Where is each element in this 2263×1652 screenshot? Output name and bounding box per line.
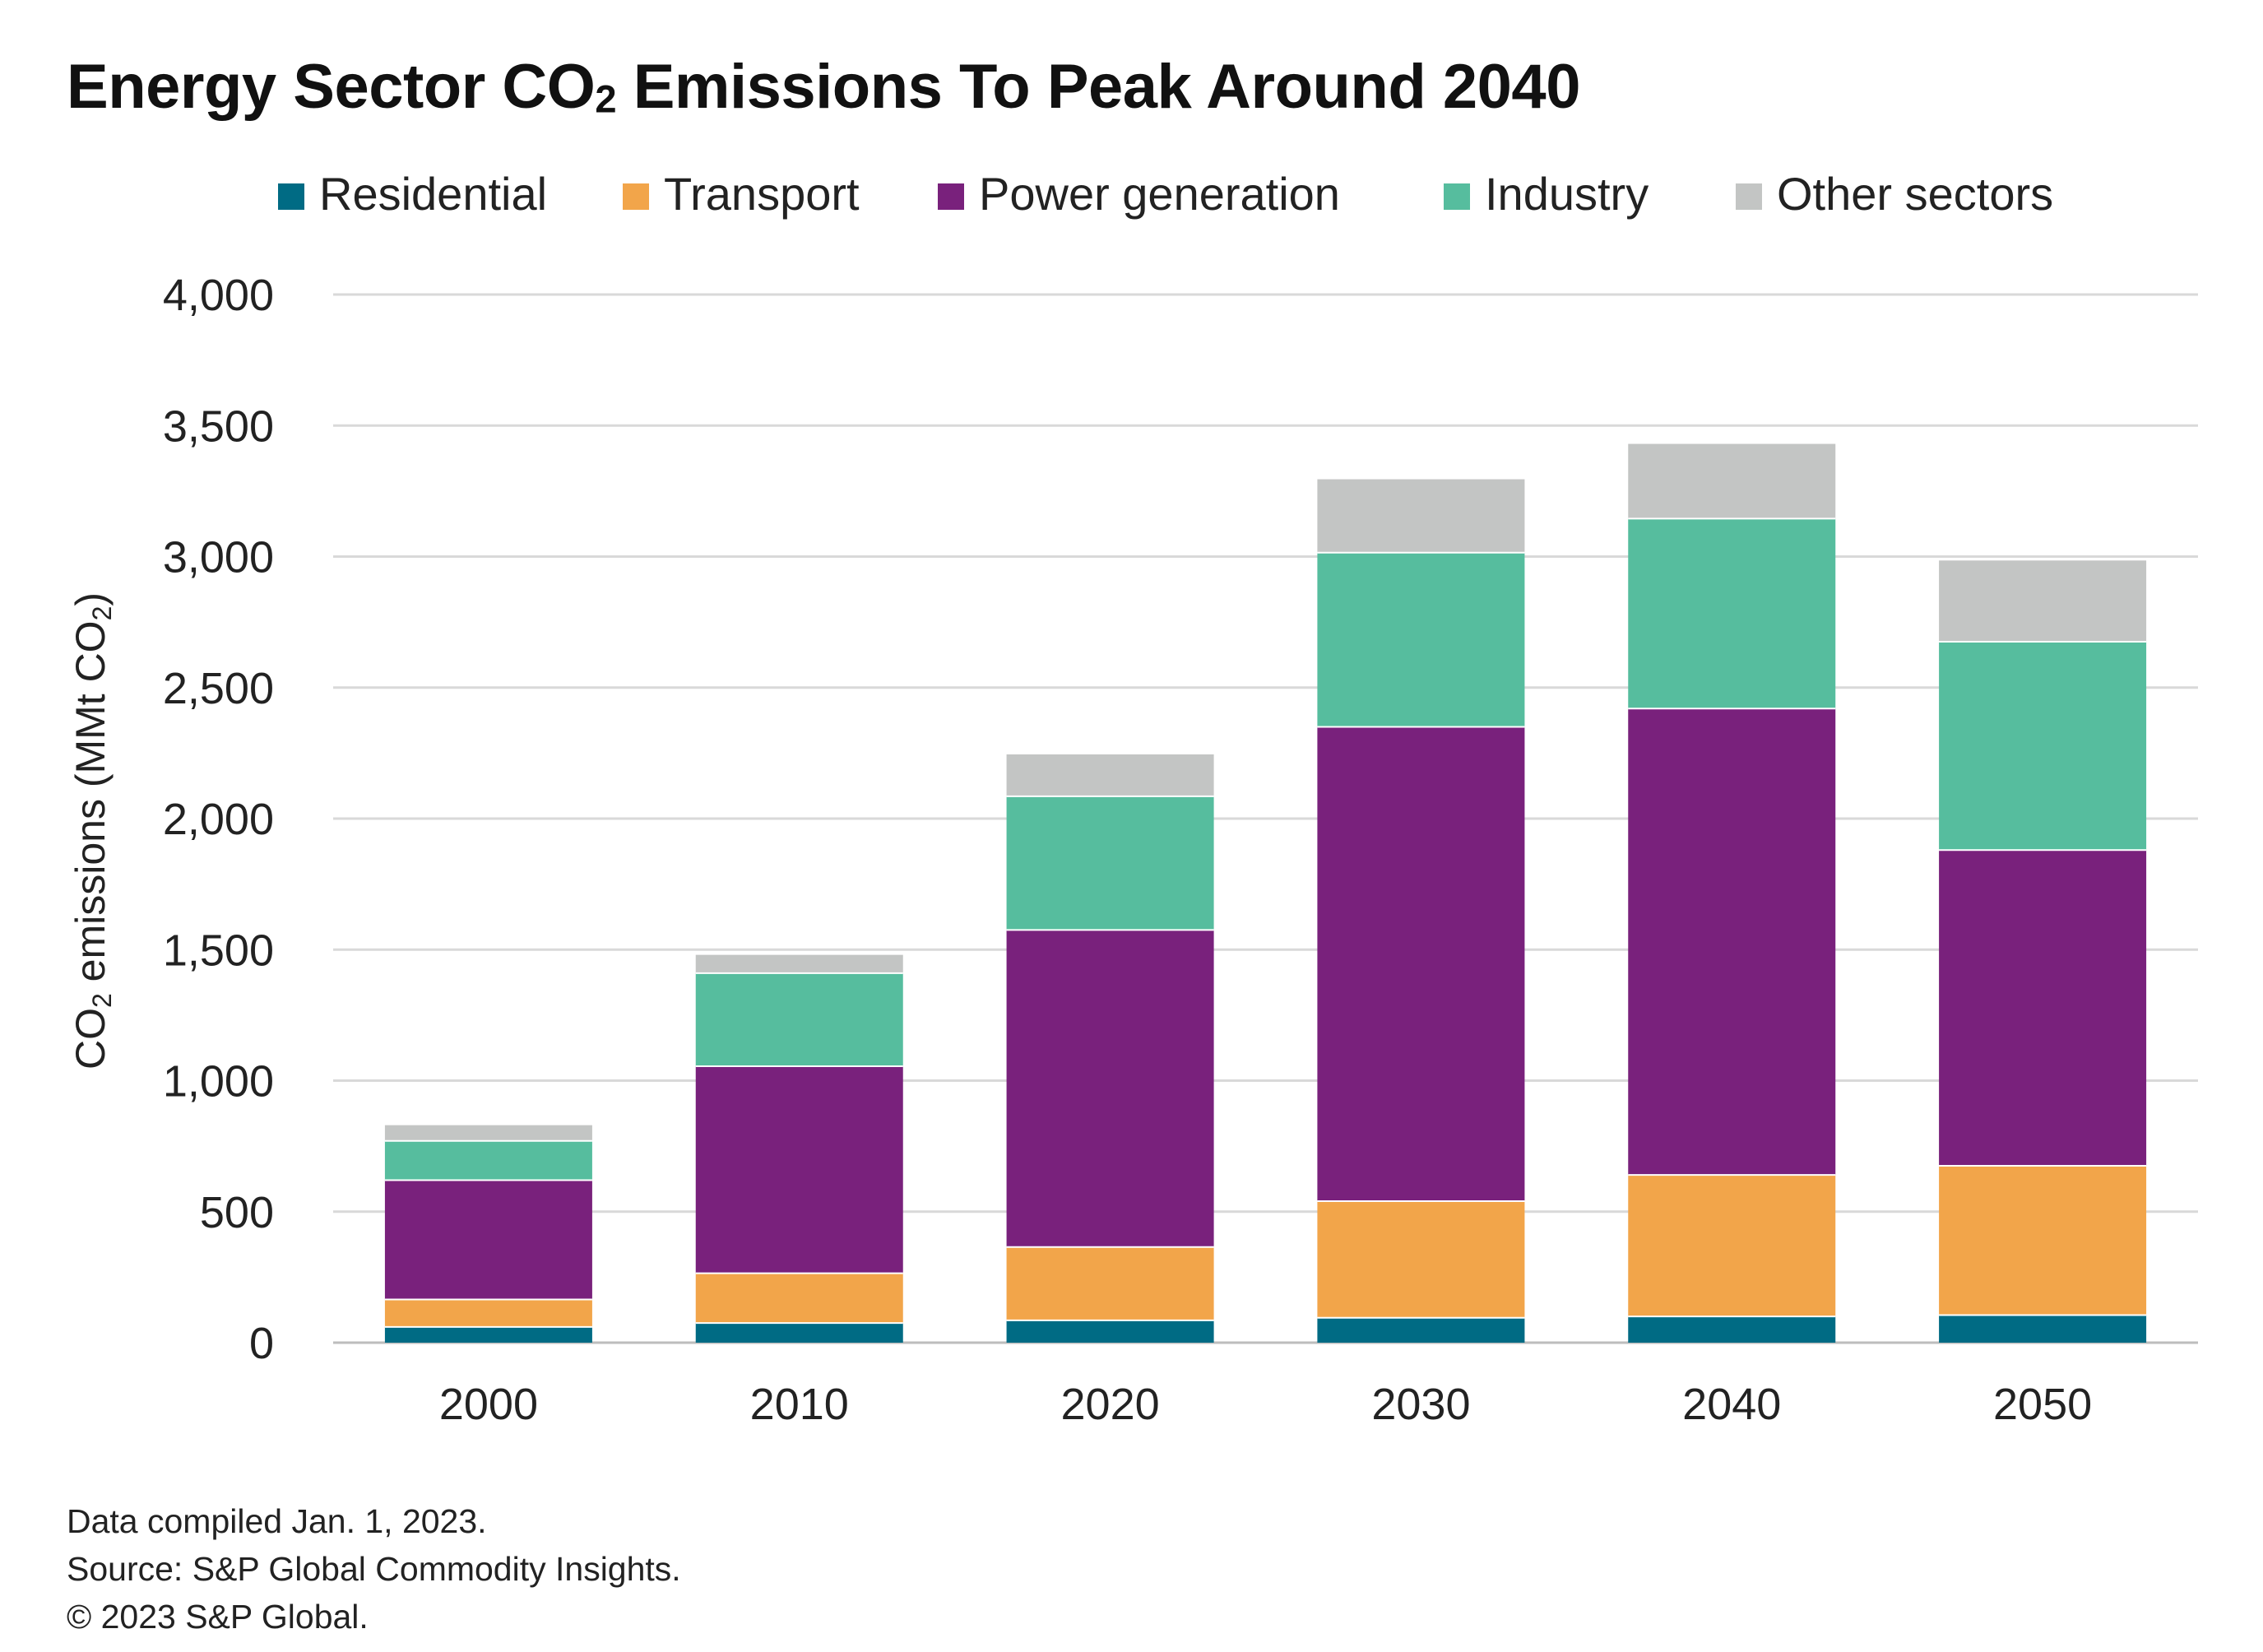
bar-2030-industry bbox=[1317, 552, 1525, 727]
bar-2030-transport bbox=[1317, 1201, 1525, 1318]
bar-2010-power-generation bbox=[695, 1065, 903, 1274]
bar-2020-residential bbox=[1006, 1320, 1214, 1343]
x-tick-label: 2030 bbox=[1371, 1380, 1470, 1429]
legend-label-transport: Transport bbox=[664, 168, 860, 220]
y-tick-label: 3,500 bbox=[163, 401, 274, 451]
footnote-copyright: © 2023 S&P Global. bbox=[67, 1598, 369, 1636]
y-axis-ticks: 0 500 1,000 1,500 2,000 2,500 3,000 3,500 4,000 bbox=[163, 271, 274, 1368]
ylabel-subscript-2: 2 bbox=[87, 606, 117, 621]
bar-2030-power-generation bbox=[1317, 726, 1525, 1202]
bar-2040-power-generation bbox=[1628, 708, 1836, 1176]
bar-2000-industry bbox=[384, 1140, 592, 1181]
legend-swatch-power-generation bbox=[938, 183, 964, 210]
title-subscript: 2 bbox=[595, 77, 617, 121]
x-tick-label: 2000 bbox=[439, 1380, 538, 1429]
bar-2040-other-sectors bbox=[1628, 443, 1836, 519]
x-tick-label: 2050 bbox=[1993, 1380, 2092, 1429]
y-tick-label: 2,000 bbox=[163, 795, 274, 844]
bar-2050-residential bbox=[1939, 1315, 2147, 1343]
y-tick-label: 4,000 bbox=[163, 271, 274, 320]
bar-2000-other-sectors bbox=[384, 1125, 592, 1141]
chart-title: Energy Sector CO2 Emissions To Peak Arou… bbox=[67, 51, 1580, 123]
bar-2030-other-sectors bbox=[1317, 479, 1525, 553]
bar-2000-residential bbox=[384, 1326, 592, 1343]
ylabel-text-1: CO bbox=[67, 1008, 114, 1070]
y-tick-label: 500 bbox=[200, 1188, 274, 1237]
legend-swatch-transport bbox=[623, 183, 649, 210]
x-tick-label: 2040 bbox=[1682, 1380, 1781, 1429]
bar-2050-other-sectors bbox=[1939, 560, 2147, 643]
y-tick-label: 1,000 bbox=[163, 1057, 274, 1107]
footnotes: Data compiled Jan. 1, 2023. Source: S&P … bbox=[67, 1497, 681, 1640]
legend-label-power-generation: Power generation bbox=[979, 168, 1340, 220]
bar-2020-transport bbox=[1006, 1246, 1214, 1320]
legend-label-residential: Residential bbox=[319, 168, 547, 220]
bar-2000-transport bbox=[384, 1299, 592, 1327]
ylabel-text-2: emissions (MMt CO bbox=[67, 620, 114, 993]
x-tick-label: 2010 bbox=[750, 1380, 849, 1429]
bar-2040-transport bbox=[1628, 1175, 1836, 1317]
bar-2050-industry bbox=[1939, 642, 2147, 851]
title-text-after: Emissions To Peak Around 2040 bbox=[616, 52, 1581, 122]
bar-2000-power-generation bbox=[384, 1180, 592, 1300]
y-tick-label: 3,000 bbox=[163, 533, 274, 582]
bar-2030-residential bbox=[1317, 1317, 1525, 1343]
bar-2040-residential bbox=[1628, 1316, 1836, 1343]
legend-label-other-sectors: Other sectors bbox=[1777, 168, 2053, 220]
bar-2010-other-sectors bbox=[695, 954, 903, 973]
bar-2050-power-generation bbox=[1939, 850, 2147, 1167]
legend-label-industry: Industry bbox=[1485, 168, 1649, 220]
x-axis-ticks: 2000 2010 2020 2030 2040 2050 bbox=[439, 1380, 2092, 1429]
gridlines bbox=[333, 293, 2198, 1344]
legend-swatch-industry bbox=[1444, 183, 1470, 210]
bar-2010-transport bbox=[695, 1273, 903, 1324]
title-text-before: Energy Sector CO bbox=[67, 52, 596, 122]
y-tick-label: 0 bbox=[249, 1319, 274, 1368]
ylabel-subscript-1: 2 bbox=[87, 993, 117, 1008]
bar-2020-power-generation bbox=[1006, 930, 1214, 1247]
x-tick-label: 2020 bbox=[1061, 1380, 1160, 1429]
bar-2010-industry bbox=[695, 972, 903, 1066]
legend-swatch-residential bbox=[278, 183, 304, 210]
bar-2010-residential bbox=[695, 1323, 903, 1343]
footnote-source: Source: S&P Global Commodity Insights. bbox=[67, 1550, 681, 1588]
legend-swatch-other-sectors bbox=[1736, 183, 1762, 210]
bar-2020-industry bbox=[1006, 796, 1214, 930]
ylabel-text-3: ) bbox=[67, 592, 114, 606]
bars bbox=[384, 443, 2147, 1343]
bar-2020-other-sectors bbox=[1006, 754, 1214, 796]
y-tick-label: 2,500 bbox=[163, 664, 274, 713]
y-axis-label: CO2 emissions (MMt CO2) bbox=[67, 592, 117, 1070]
legend: Residential Transport Power generation Indu… bbox=[278, 168, 2053, 220]
y-tick-label: 1,500 bbox=[163, 926, 274, 975]
footnote-compiled: Data compiled Jan. 1, 2023. bbox=[67, 1502, 487, 1540]
bar-2040-industry bbox=[1628, 518, 1836, 709]
bar-2050-transport bbox=[1939, 1166, 2147, 1316]
